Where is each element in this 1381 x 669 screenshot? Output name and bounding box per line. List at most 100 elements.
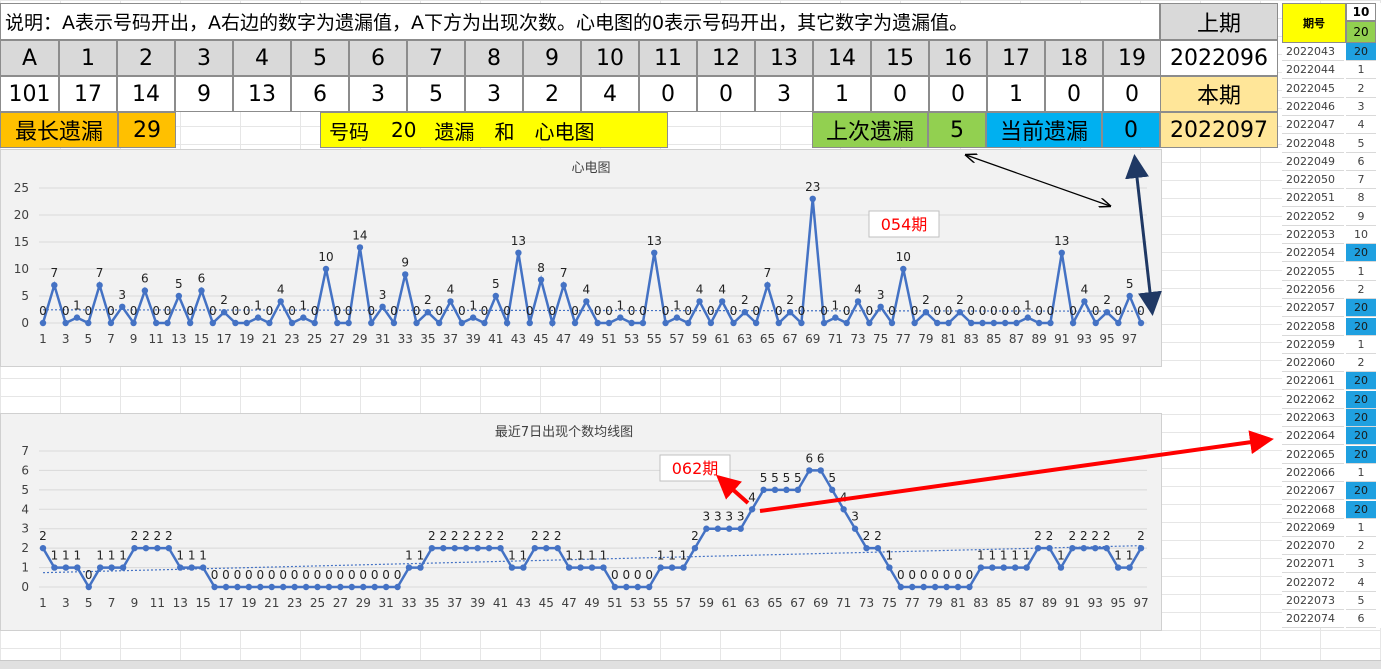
issue-row: 2022051 8	[1282, 189, 1381, 208]
header-cell[interactable]: 3	[175, 40, 233, 76]
data-point	[302, 583, 310, 591]
issue-value: 20	[1346, 445, 1376, 464]
data-label: 0	[908, 568, 916, 582]
header-cell[interactable]: 5	[291, 40, 349, 76]
data-label: 1	[1057, 549, 1065, 563]
count-cell[interactable]: 5	[407, 76, 465, 112]
data-label: 0	[1069, 304, 1077, 318]
x-tick-label: 79	[927, 596, 942, 610]
prev-period-label: 上期	[1160, 3, 1278, 40]
header-cell[interactable]: 8	[465, 40, 523, 76]
data-point	[840, 506, 847, 513]
data-point	[651, 249, 658, 256]
x-tick-label: 3	[62, 332, 70, 346]
data-label: 4	[447, 282, 455, 296]
data-label: 0	[302, 568, 310, 582]
count-cell[interactable]: 4	[581, 76, 639, 112]
header-cell[interactable]: 16	[929, 40, 987, 76]
issue-row: 2022052 9	[1282, 208, 1381, 226]
count-cell[interactable]: 6	[291, 76, 349, 112]
data-label: 5	[175, 277, 183, 291]
issue-number: 2022045	[1282, 80, 1344, 98]
issue-row: 2022074 6	[1282, 610, 1381, 629]
data-point	[760, 486, 767, 494]
count-cell[interactable]: 3	[465, 76, 523, 112]
count-cell[interactable]: 101	[0, 76, 59, 112]
data-label: 8	[537, 261, 545, 275]
data-point	[356, 244, 364, 251]
count-cell[interactable]: 0	[871, 76, 929, 112]
header-cell[interactable]: 1	[59, 40, 117, 76]
count-cell[interactable]: 3	[755, 76, 813, 112]
count-cell[interactable]: 0	[1103, 76, 1161, 112]
x-tick-label: 21	[264, 596, 279, 610]
header-cell[interactable]: 18	[1045, 40, 1103, 76]
x-tick-label: 65	[767, 596, 782, 610]
issue-value: 2	[1346, 80, 1376, 98]
current-miss-value: 0	[1102, 112, 1160, 148]
issue-number: 2022047	[1282, 116, 1344, 135]
header-cell[interactable]: 7	[407, 40, 465, 76]
x-tick-label: 25	[310, 596, 325, 610]
x-tick-label: 41	[488, 332, 503, 346]
count-cell[interactable]: 0	[1045, 76, 1103, 112]
header-cell[interactable]: 17	[987, 40, 1045, 76]
x-tick-label: 75	[873, 332, 888, 346]
x-tick-label: 45	[533, 332, 548, 346]
data-label: 3	[725, 510, 733, 524]
x-tick-label: 37	[443, 332, 458, 346]
data-point	[1069, 544, 1076, 552]
data-point	[51, 564, 58, 571]
data-point	[537, 276, 545, 283]
header-cell[interactable]: 15	[871, 40, 929, 76]
data-label: 4	[718, 282, 726, 296]
data-point	[628, 319, 635, 327]
header-cell[interactable]: 12	[697, 40, 755, 76]
data-label: 0	[371, 568, 379, 582]
data-point	[1103, 544, 1110, 552]
count-cell[interactable]: 17	[59, 76, 117, 112]
count-cell[interactable]: 9	[175, 76, 233, 112]
x-tick-label: 5	[84, 332, 92, 346]
count-cell[interactable]: 1	[813, 76, 871, 112]
count-cell[interactable]: 1	[987, 76, 1045, 112]
ecg-chart-area[interactable]: 心电图 0 5 10 15 20 25 1 3 5 7 9 11 13 15 17 19 21 23 25 27 29 31…	[0, 149, 1162, 367]
issue-row: 2022071 3	[1282, 555, 1381, 574]
header-cell[interactable]: 2	[117, 40, 175, 76]
data-point	[783, 486, 790, 494]
issue-row: 2022073 5	[1282, 592, 1381, 610]
header-cell[interactable]: 14	[813, 40, 871, 76]
count-cell[interactable]: 3	[349, 76, 407, 112]
header-cell[interactable]: 6	[349, 40, 407, 76]
issue-number: 2022061	[1282, 372, 1344, 391]
moving-average-chart-area[interactable]: 最近7日出现个数均线图 0 1 2 3 4 5 6 7 1 3 5 7 9 11 13 15 17 19 21 23 25…	[0, 413, 1162, 631]
data-label: 5	[828, 471, 836, 485]
count-cell[interactable]: 0	[697, 76, 755, 112]
count-cell[interactable]: 13	[233, 76, 291, 112]
sheet-tab-bar[interactable]	[0, 660, 1381, 669]
count-cell[interactable]: 2	[523, 76, 581, 112]
count-cell[interactable]: 0	[639, 76, 697, 112]
data-point	[645, 583, 653, 591]
count-cell[interactable]: 0	[929, 76, 987, 112]
header-cell[interactable]: 11	[639, 40, 697, 76]
issue-number: 2022060	[1282, 354, 1344, 373]
data-point	[492, 292, 499, 300]
y-tick-label: 1	[21, 561, 29, 575]
data-point	[474, 544, 481, 552]
data-label: 1	[977, 549, 985, 563]
data-point	[673, 314, 681, 321]
header-cell[interactable]: 13	[755, 40, 813, 76]
data-label: 1	[254, 299, 262, 313]
issue-value: 7	[1346, 171, 1376, 190]
header-cell[interactable]: A	[0, 40, 59, 76]
header-cell[interactable]: 9	[523, 40, 581, 76]
count-cell[interactable]: 14	[117, 76, 175, 112]
data-point	[888, 319, 896, 327]
header-cell[interactable]: 4	[233, 40, 291, 76]
header-cell[interactable]: 19	[1103, 40, 1161, 76]
issue-row: 2022066 1	[1282, 464, 1381, 482]
data-label: 0	[222, 568, 230, 582]
header-cell[interactable]: 10	[581, 40, 639, 76]
data-label: 1	[1126, 549, 1134, 563]
